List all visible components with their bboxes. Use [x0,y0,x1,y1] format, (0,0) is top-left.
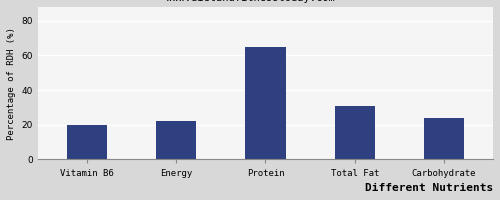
Bar [67,125,107,159]
Bar [246,47,286,159]
Y-axis label: Percentage of RDH (%): Percentage of RDH (%) [7,27,16,140]
Bar [156,121,196,159]
Bar [424,118,464,159]
Text: www.dietandfitnesstoday.com: www.dietandfitnesstoday.com [166,0,334,3]
Bar [334,106,375,159]
X-axis label: Different Nutrients: Different Nutrients [365,183,493,193]
